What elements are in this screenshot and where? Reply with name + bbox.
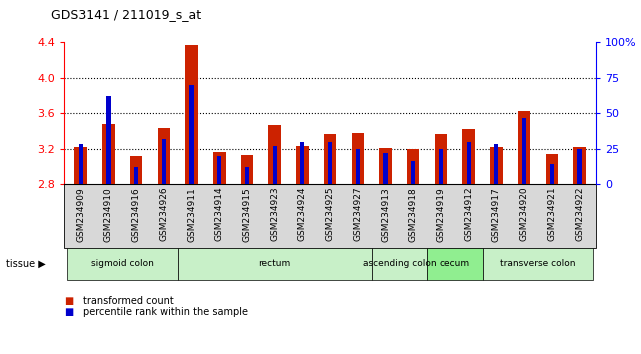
Bar [352,133,364,184]
Bar [190,85,194,184]
Bar [245,167,249,184]
Bar [439,149,443,184]
Text: ■: ■ [64,296,73,306]
Bar [383,153,388,184]
Text: transverse colon: transverse colon [500,259,576,268]
Bar [467,142,470,184]
Bar [217,156,221,184]
Bar [379,148,392,184]
Bar [411,161,415,184]
Bar [296,146,308,184]
Bar [269,125,281,184]
Bar [213,152,226,184]
Text: tissue ▶: tissue ▶ [6,259,46,269]
Bar [435,133,447,184]
Bar [545,154,558,184]
Bar [102,124,115,184]
Bar [522,118,526,184]
Bar [162,139,166,184]
Bar [356,149,360,184]
Bar [328,142,332,184]
Text: transformed count: transformed count [83,296,174,306]
Bar [494,144,499,184]
Text: cecum: cecum [440,259,470,268]
Text: rectum: rectum [258,259,291,268]
Text: sigmoid colon: sigmoid colon [91,259,154,268]
Bar [79,144,83,184]
Bar [324,133,337,184]
Bar [301,142,304,184]
Bar [490,147,503,184]
Bar [407,149,419,184]
Text: ■: ■ [64,307,73,316]
Text: GDS3141 / 211019_s_at: GDS3141 / 211019_s_at [51,8,201,21]
Bar [518,111,530,184]
Text: ascending colon: ascending colon [363,259,437,268]
Bar [578,149,581,184]
Bar [241,155,253,184]
Bar [106,96,110,184]
Bar [74,147,87,184]
Bar [130,156,142,184]
Bar [462,129,475,184]
Bar [272,146,277,184]
Text: percentile rank within the sample: percentile rank within the sample [83,307,248,316]
Bar [550,164,554,184]
Bar [134,167,138,184]
Bar [185,45,198,184]
Bar [158,128,170,184]
Bar [573,147,586,184]
